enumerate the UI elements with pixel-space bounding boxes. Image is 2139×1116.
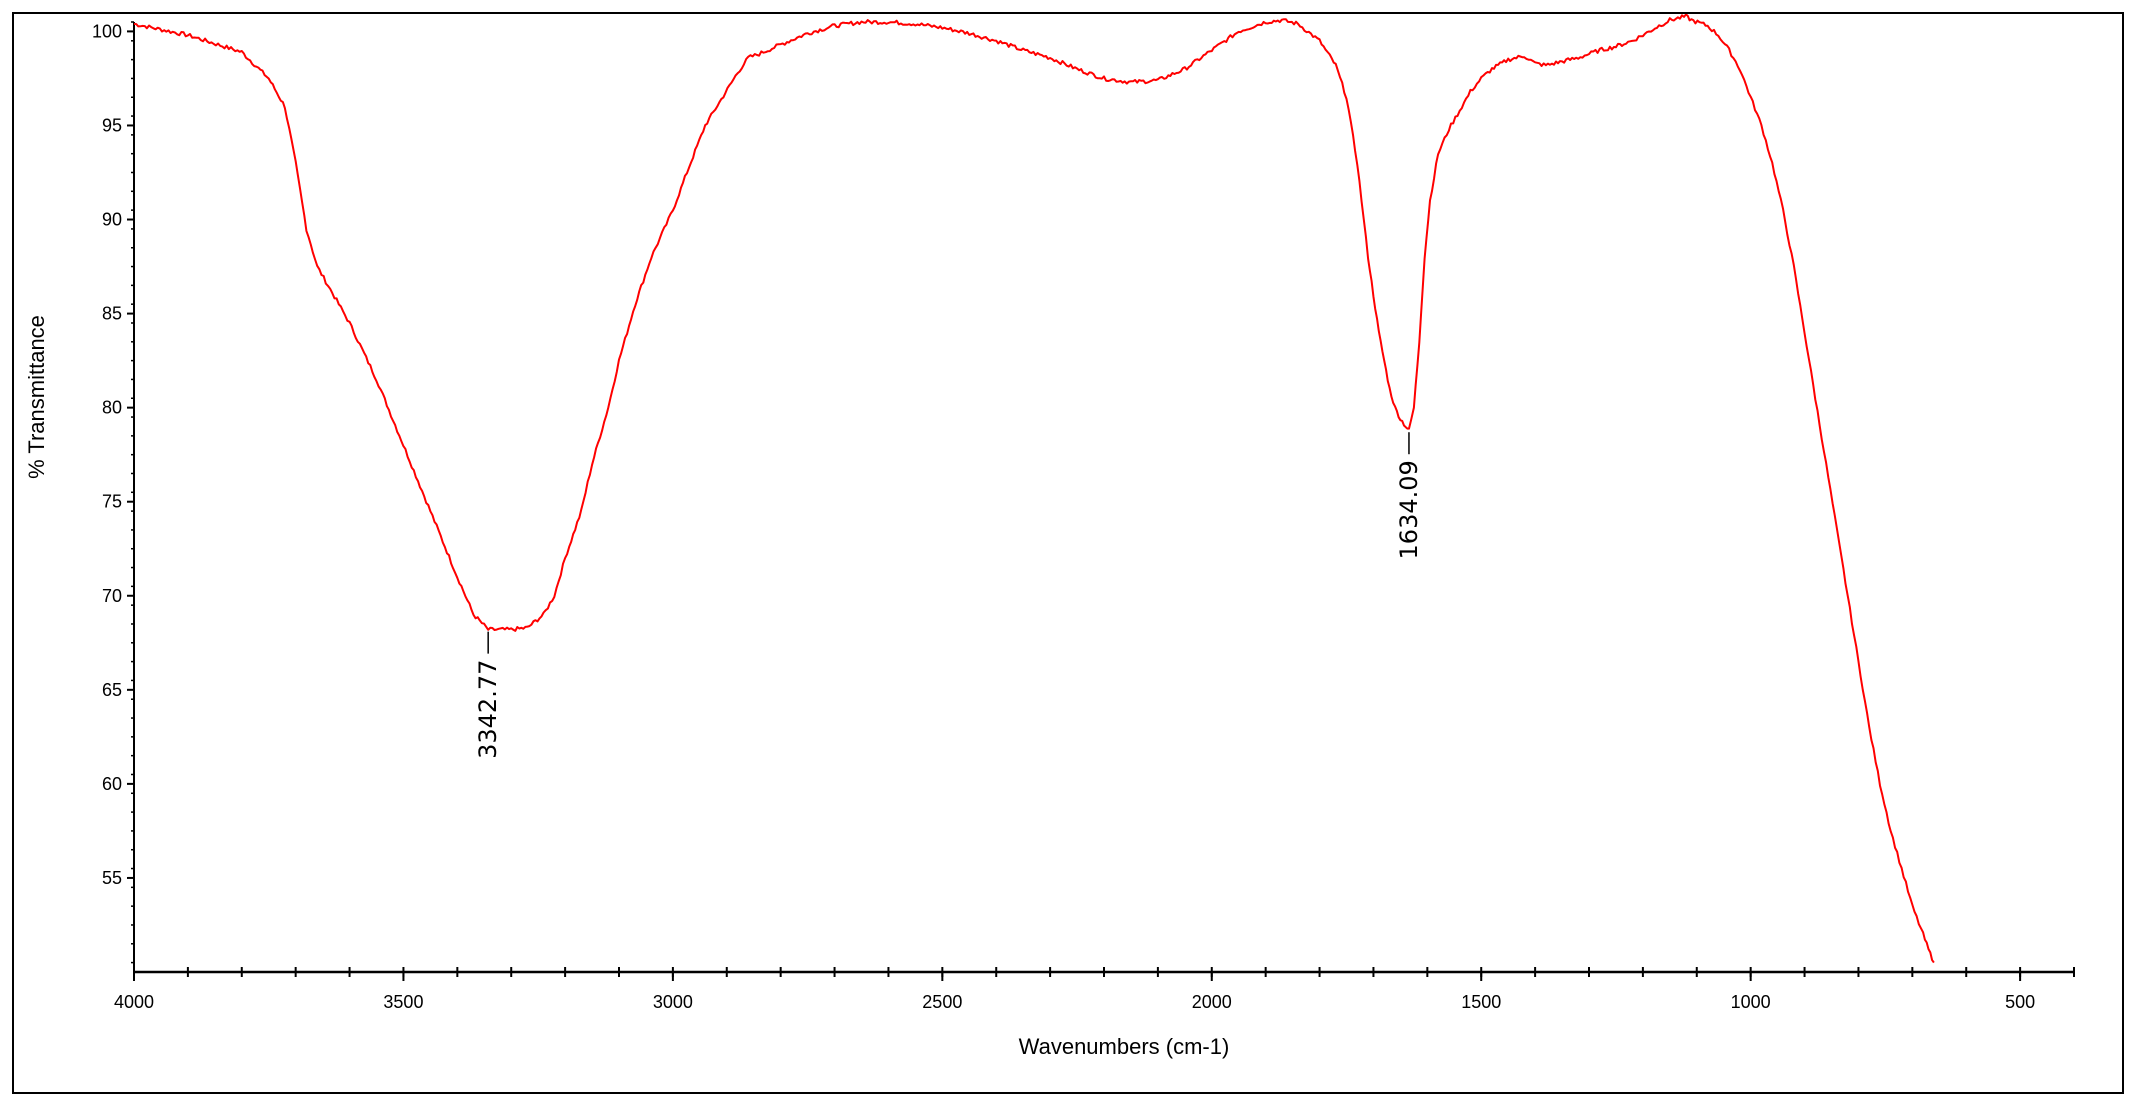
x-tick-label: 2500 <box>922 992 962 1012</box>
y-tick-label: 85 <box>102 304 122 324</box>
y-tick-label: 90 <box>102 210 122 230</box>
x-tick-label: 1500 <box>1461 992 1501 1012</box>
y-tick-label: 95 <box>102 115 122 135</box>
x-tick-label: 500 <box>2005 992 2035 1012</box>
annotations: 3342.77 1634.09 <box>474 432 1423 759</box>
y-tick-label: 80 <box>102 398 122 418</box>
x-tick-label: 3500 <box>383 992 423 1012</box>
y-tick-label: 65 <box>102 680 122 700</box>
x-tick-label: 1000 <box>1731 992 1771 1012</box>
x-axis-title: Wavenumbers (cm-1) <box>1019 1034 1230 1059</box>
y-tick-label: 75 <box>102 492 122 512</box>
y-tick-label: 60 <box>102 774 122 794</box>
y-axis-title: % Transmittance <box>24 315 49 479</box>
x-tick-label: 4000 <box>114 992 154 1012</box>
series-group <box>133 14 1935 964</box>
y-tick-label: 100 <box>92 21 122 41</box>
chart-frame: 55 60 65 70 75 80 85 90 95 100 4000 3500 3000 2500 20… <box>12 12 2124 1094</box>
peak-label: 1634.09 <box>1395 460 1423 559</box>
ir-spectrum-chart: 55 60 65 70 75 80 85 90 95 100 4000 3500 3000 2500 20… <box>24 14 2075 1059</box>
peak-label: 3342.77 <box>474 660 502 759</box>
spectrum-line <box>133 14 1935 964</box>
x-axis: 4000 3500 3000 2500 2000 1500 1000 500 <box>114 967 2075 1012</box>
x-tick-label: 2000 <box>1192 992 1232 1012</box>
x-tick-label: 3000 <box>653 992 693 1012</box>
y-axis: 55 60 65 70 75 80 85 90 95 100 <box>92 21 135 972</box>
y-tick-label: 70 <box>102 586 122 606</box>
y-tick-label: 55 <box>102 868 122 888</box>
